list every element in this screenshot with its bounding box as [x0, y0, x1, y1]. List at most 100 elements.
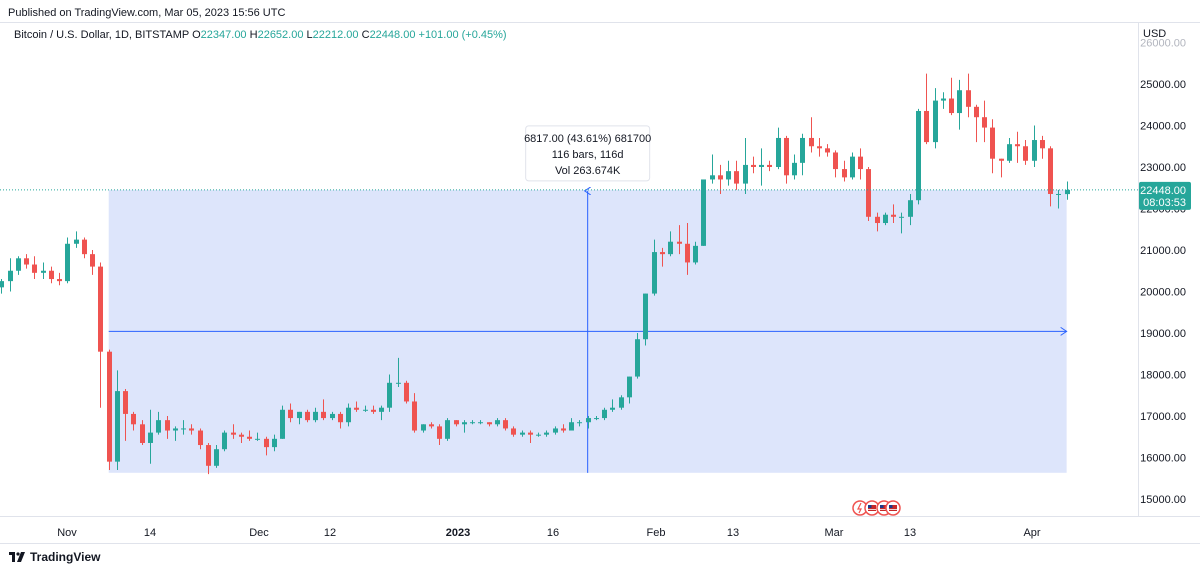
price-tick-label: 19000.00 [1140, 328, 1186, 340]
high-label: H [249, 29, 258, 41]
time-tick-label: 12 [324, 527, 336, 539]
candle [82, 237, 87, 259]
candle [65, 237, 70, 284]
candle [487, 422, 492, 427]
candle-body [478, 422, 483, 424]
candle [222, 430, 227, 452]
footer-brand[interactable]: TradingView [9, 550, 100, 564]
candle [387, 374, 392, 412]
candle-body [875, 216, 880, 224]
candle [115, 370, 120, 470]
candle-body [214, 449, 219, 466]
candle [842, 160, 847, 182]
candle [107, 349, 112, 470]
chart-frame[interactable] [0, 22, 1200, 544]
candle-body [57, 279, 62, 282]
candle-body [231, 432, 236, 435]
event-flash-icon[interactable] [852, 500, 868, 516]
candle [701, 179, 706, 246]
candle [627, 376, 632, 404]
high-value: 22652.00 [257, 29, 304, 41]
candle [553, 426, 558, 435]
measure-tool[interactable] [108, 190, 1068, 473]
candle-body [726, 171, 731, 180]
candle [90, 250, 95, 275]
candle [776, 127, 781, 170]
candle [379, 405, 384, 421]
price-tick-label: 17000.00 [1140, 411, 1186, 423]
candle [280, 405, 285, 439]
candle-body [90, 254, 95, 267]
candle-body [371, 409, 376, 412]
candle [231, 424, 236, 439]
candle-body [272, 438, 277, 448]
candle [569, 418, 574, 431]
candle-body [833, 152, 838, 170]
candle [809, 117, 814, 153]
candle [668, 231, 673, 257]
candle-body [421, 424, 426, 431]
candle [297, 411, 302, 425]
candle-body [858, 156, 863, 170]
candle [371, 405, 376, 414]
candle [908, 193, 913, 226]
candle-body [189, 428, 194, 431]
open-label: O [192, 29, 201, 41]
candle-body [701, 179, 706, 246]
published-info: Published on TradingView.com, Mar 05, 20… [8, 7, 286, 19]
candle [652, 239, 657, 296]
candle-body [536, 434, 541, 436]
ohlc-legend: Bitcoin / U.S. Dollar, 1D, BITSTAMP O223… [14, 29, 507, 41]
candle [478, 420, 483, 425]
candle-body [32, 264, 37, 273]
candle [1007, 137, 1012, 163]
candle [123, 389, 128, 441]
open-value: 22347.00 [200, 29, 247, 41]
candle-body [553, 428, 558, 433]
candle-body [1040, 140, 1045, 149]
price-axis-currency: USD [1143, 28, 1166, 40]
time-tick-label: Dec [249, 527, 269, 539]
candle [858, 148, 863, 180]
candle [131, 411, 136, 431]
candle-body [404, 382, 409, 402]
time-tick-label: 13 [727, 527, 739, 539]
candle [8, 258, 13, 292]
candle [495, 418, 500, 427]
candle-body [734, 171, 739, 184]
tradingview-logo-icon [9, 552, 25, 562]
candle [685, 223, 690, 275]
symbol-name: Bitcoin / U.S. Dollar, 1D, BITSTAMP [14, 29, 190, 41]
footer-brand-label: TradingView [30, 550, 101, 564]
candle-body [974, 106, 979, 118]
candle [470, 420, 475, 425]
candle [544, 430, 549, 437]
candle-body [668, 241, 673, 255]
candle [206, 442, 211, 475]
candle [462, 420, 467, 433]
candle [404, 380, 409, 404]
candle-body [966, 90, 971, 107]
candle-body [941, 98, 946, 101]
candle-body [577, 422, 582, 424]
price-tick-label: 21000.00 [1140, 245, 1186, 257]
candle [693, 241, 698, 265]
event-flag-icon[interactable] [885, 500, 901, 516]
candle [330, 411, 335, 421]
candle-body [594, 418, 599, 420]
time-axis[interactable]: Nov 14 Dec 12 2023 16 Feb 13 Mar 13 Apr [0, 516, 1200, 540]
candle [759, 148, 764, 186]
candle-body [602, 409, 607, 419]
price-axis[interactable]: USD26000.0025000.0024000.0023000.0022000… [1138, 22, 1192, 516]
economic-events[interactable] [852, 500, 901, 516]
candle-body [338, 413, 343, 423]
price-tick-label: 23000.00 [1140, 162, 1186, 174]
candle [264, 436, 269, 456]
candle [949, 77, 954, 116]
change-value: +101.00 (+0.45%) [418, 29, 507, 41]
candle-body [949, 98, 954, 114]
candle [643, 293, 648, 346]
candle-body [1023, 146, 1028, 161]
candle-body [883, 214, 888, 224]
